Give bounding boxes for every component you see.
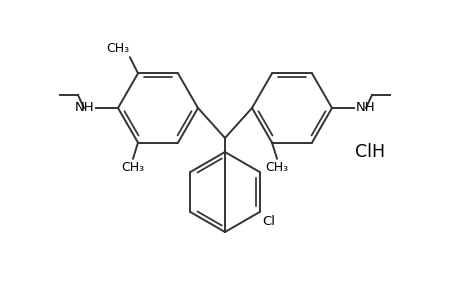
Text: NH: NH [74,100,94,113]
Text: CH₃: CH₃ [106,42,129,56]
Text: NH: NH [355,100,375,113]
Text: Cl: Cl [262,215,275,228]
Text: CH₃: CH₃ [121,160,144,174]
Text: ClH: ClH [354,143,384,161]
Text: CH₃: CH₃ [265,160,288,174]
